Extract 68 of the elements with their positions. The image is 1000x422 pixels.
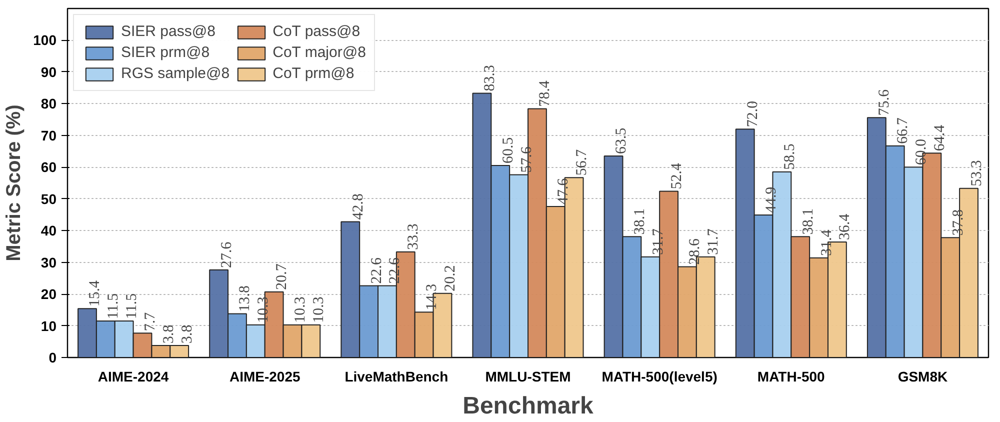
data-label: 10.3 <box>292 296 308 323</box>
data-label: 47.6 <box>556 178 572 204</box>
data-label: 20.2 <box>442 265 458 292</box>
data-label: 75.6 <box>876 88 893 116</box>
x-tick-label: MATH-500(level5) <box>602 368 718 384</box>
data-label: 11.5 <box>106 293 122 320</box>
y-axis-title: Metric Score (%) <box>3 104 26 262</box>
data-label: 52.4 <box>668 162 685 190</box>
y-tick-label: 60 <box>40 159 57 176</box>
data-label: 11.5 <box>124 293 140 320</box>
y-tick-label: 90 <box>40 64 57 80</box>
data-label: 72.0 <box>745 100 762 128</box>
y-tick-label: 30 <box>40 254 57 270</box>
data-label: 44.9 <box>764 186 780 214</box>
legend-label: SIER pass@8 <box>121 23 216 40</box>
data-label: 60.0 <box>914 138 930 166</box>
data-label: 38.1 <box>800 208 816 235</box>
y-tick-label: 40 <box>40 222 57 239</box>
data-label: 22.6 <box>368 257 385 284</box>
data-label: 63.5 <box>614 128 630 154</box>
data-label: 28.6 <box>687 238 704 265</box>
data-label: 27.6 <box>218 241 235 268</box>
legend-label: CoT pass@8 <box>272 23 360 40</box>
y-tick-label: 100 <box>33 32 57 48</box>
data-label: 83.3 <box>482 64 498 92</box>
x-tick-label: LiveMathBench <box>344 368 448 384</box>
data-label: 58.5 <box>782 144 798 170</box>
data-label: 31.7 <box>650 228 666 255</box>
x-tick-label: AIME-2024 <box>98 368 169 384</box>
x-tick-label: MMLU-STEM <box>485 368 571 384</box>
data-label: 10.3 <box>310 296 327 323</box>
data-label: 31.4 <box>818 229 835 256</box>
data-label: 66.7 <box>895 117 912 144</box>
data-label: 60.5 <box>500 137 516 164</box>
data-label: 20.7 <box>274 263 290 290</box>
data-label: 36.4 <box>837 213 854 240</box>
y-tick-label: 70 <box>40 127 57 144</box>
legend-label: RGS sample@8 <box>121 65 230 82</box>
y-tick-label: 50 <box>40 190 57 207</box>
legend-label: SIER prm@8 <box>121 44 210 61</box>
x-tick-label: AIME-2025 <box>229 368 300 384</box>
data-label: 33.3 <box>406 224 422 250</box>
data-label: 78.4 <box>537 80 554 107</box>
data-label: 3.8 <box>160 324 177 344</box>
x-axis-title: Benchmark <box>462 392 594 420</box>
data-label: 53.3 <box>968 160 985 186</box>
y-tick-label: 80 <box>40 96 57 112</box>
data-label: 42.8 <box>350 193 366 220</box>
x-tick-label: MATH-500 <box>757 368 826 384</box>
data-label: 37.8 <box>950 209 966 236</box>
data-label: 7.7 <box>142 312 158 332</box>
x-tick-label: GSM8K <box>898 368 948 384</box>
legend-label: CoT major@8 <box>272 44 366 61</box>
legend-label: CoT prm@8 <box>272 65 354 82</box>
data-label: 14.3 <box>424 284 440 310</box>
data-label: 38.1 <box>632 208 648 235</box>
y-tick-label: 10 <box>40 318 57 334</box>
data-label: 31.7 <box>706 228 722 255</box>
data-label: 22.6 <box>387 257 404 284</box>
y-tick-label: 0 <box>48 350 57 366</box>
data-label: 57.6 <box>518 146 535 173</box>
data-label: 10.3 <box>256 296 272 323</box>
data-label: 56.7 <box>574 148 590 176</box>
data-label: 64.4 <box>932 124 948 152</box>
y-tick-label: 20 <box>40 286 57 302</box>
data-label: 3.8 <box>179 324 196 344</box>
data-label: 15.4 <box>87 280 104 307</box>
data-label: 13.8 <box>237 285 254 312</box>
